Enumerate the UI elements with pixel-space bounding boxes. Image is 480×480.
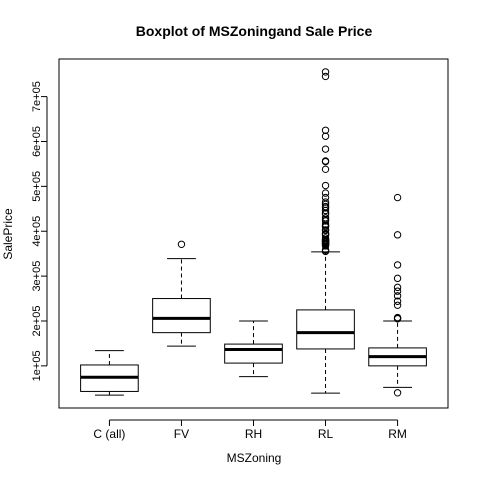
outlier-point <box>393 389 402 397</box>
outlier-point <box>321 165 330 174</box>
outlier-point <box>321 206 330 215</box>
outlier-point <box>321 189 330 197</box>
y-tick-label: 1e+05 <box>31 350 43 381</box>
y-tick-label: 3e+05 <box>31 261 43 292</box>
outlier-point <box>321 145 330 153</box>
y-tick-label: 2e+05 <box>31 306 43 337</box>
outlier-point <box>393 274 402 283</box>
outlier-point <box>393 261 402 269</box>
outlier-point <box>393 292 402 300</box>
outlier-point <box>393 301 402 309</box>
outlier-point <box>321 226 330 235</box>
x-tick-label: RM <box>388 427 407 441</box>
box-rm <box>368 193 427 397</box>
outlier-point <box>393 297 402 305</box>
outlier-point <box>393 231 402 239</box>
outlier-point <box>321 126 330 134</box>
iqr-box <box>296 309 355 350</box>
outlier-point <box>393 287 402 295</box>
outlier-point <box>177 240 186 249</box>
y-tick-label: 5e+05 <box>31 171 43 202</box>
iqr-box <box>152 298 211 334</box>
outlier-point <box>393 315 402 323</box>
boxes <box>80 68 427 397</box>
outlier-point <box>321 210 330 218</box>
box-fv <box>152 240 211 347</box>
x-axis: C (all) FV RH RL RM <box>93 419 407 441</box>
x-axis-label: MSZoning <box>227 451 282 465</box>
outlier-point <box>321 242 330 250</box>
outlier-point <box>393 283 402 292</box>
iqr-box <box>224 343 283 364</box>
outlier-point <box>321 217 330 225</box>
y-tick-label: 6e+05 <box>31 126 43 157</box>
outlier-point <box>321 68 330 76</box>
outlier-point <box>321 198 330 206</box>
y-axis: 1e+05 2e+05 3e+05 4e+05 5e+05 6e+05 7e+05 <box>31 81 48 381</box>
outlier-point <box>321 132 330 140</box>
x-tick-label: C (all) <box>93 427 125 441</box>
box-rl <box>296 68 355 394</box>
chart-title: Boxplot of MSZoningand Sale Price <box>136 23 373 39</box>
outlier-point <box>321 247 330 256</box>
outlier-point <box>321 72 330 81</box>
box-rh <box>224 320 283 378</box>
x-tick-label: RH <box>245 427 262 441</box>
y-axis-label: SalePrice <box>1 208 15 260</box>
x-tick-label: FV <box>174 427 189 441</box>
x-tick-label: RL <box>318 427 334 441</box>
outlier-point <box>321 157 330 166</box>
y-tick-label: 4e+05 <box>31 216 43 247</box>
y-tick-label: 7e+05 <box>31 81 43 112</box>
plot-frame <box>58 58 449 409</box>
outlier-point <box>321 181 330 190</box>
box-c-all <box>80 350 139 396</box>
outlier-point <box>393 193 402 202</box>
